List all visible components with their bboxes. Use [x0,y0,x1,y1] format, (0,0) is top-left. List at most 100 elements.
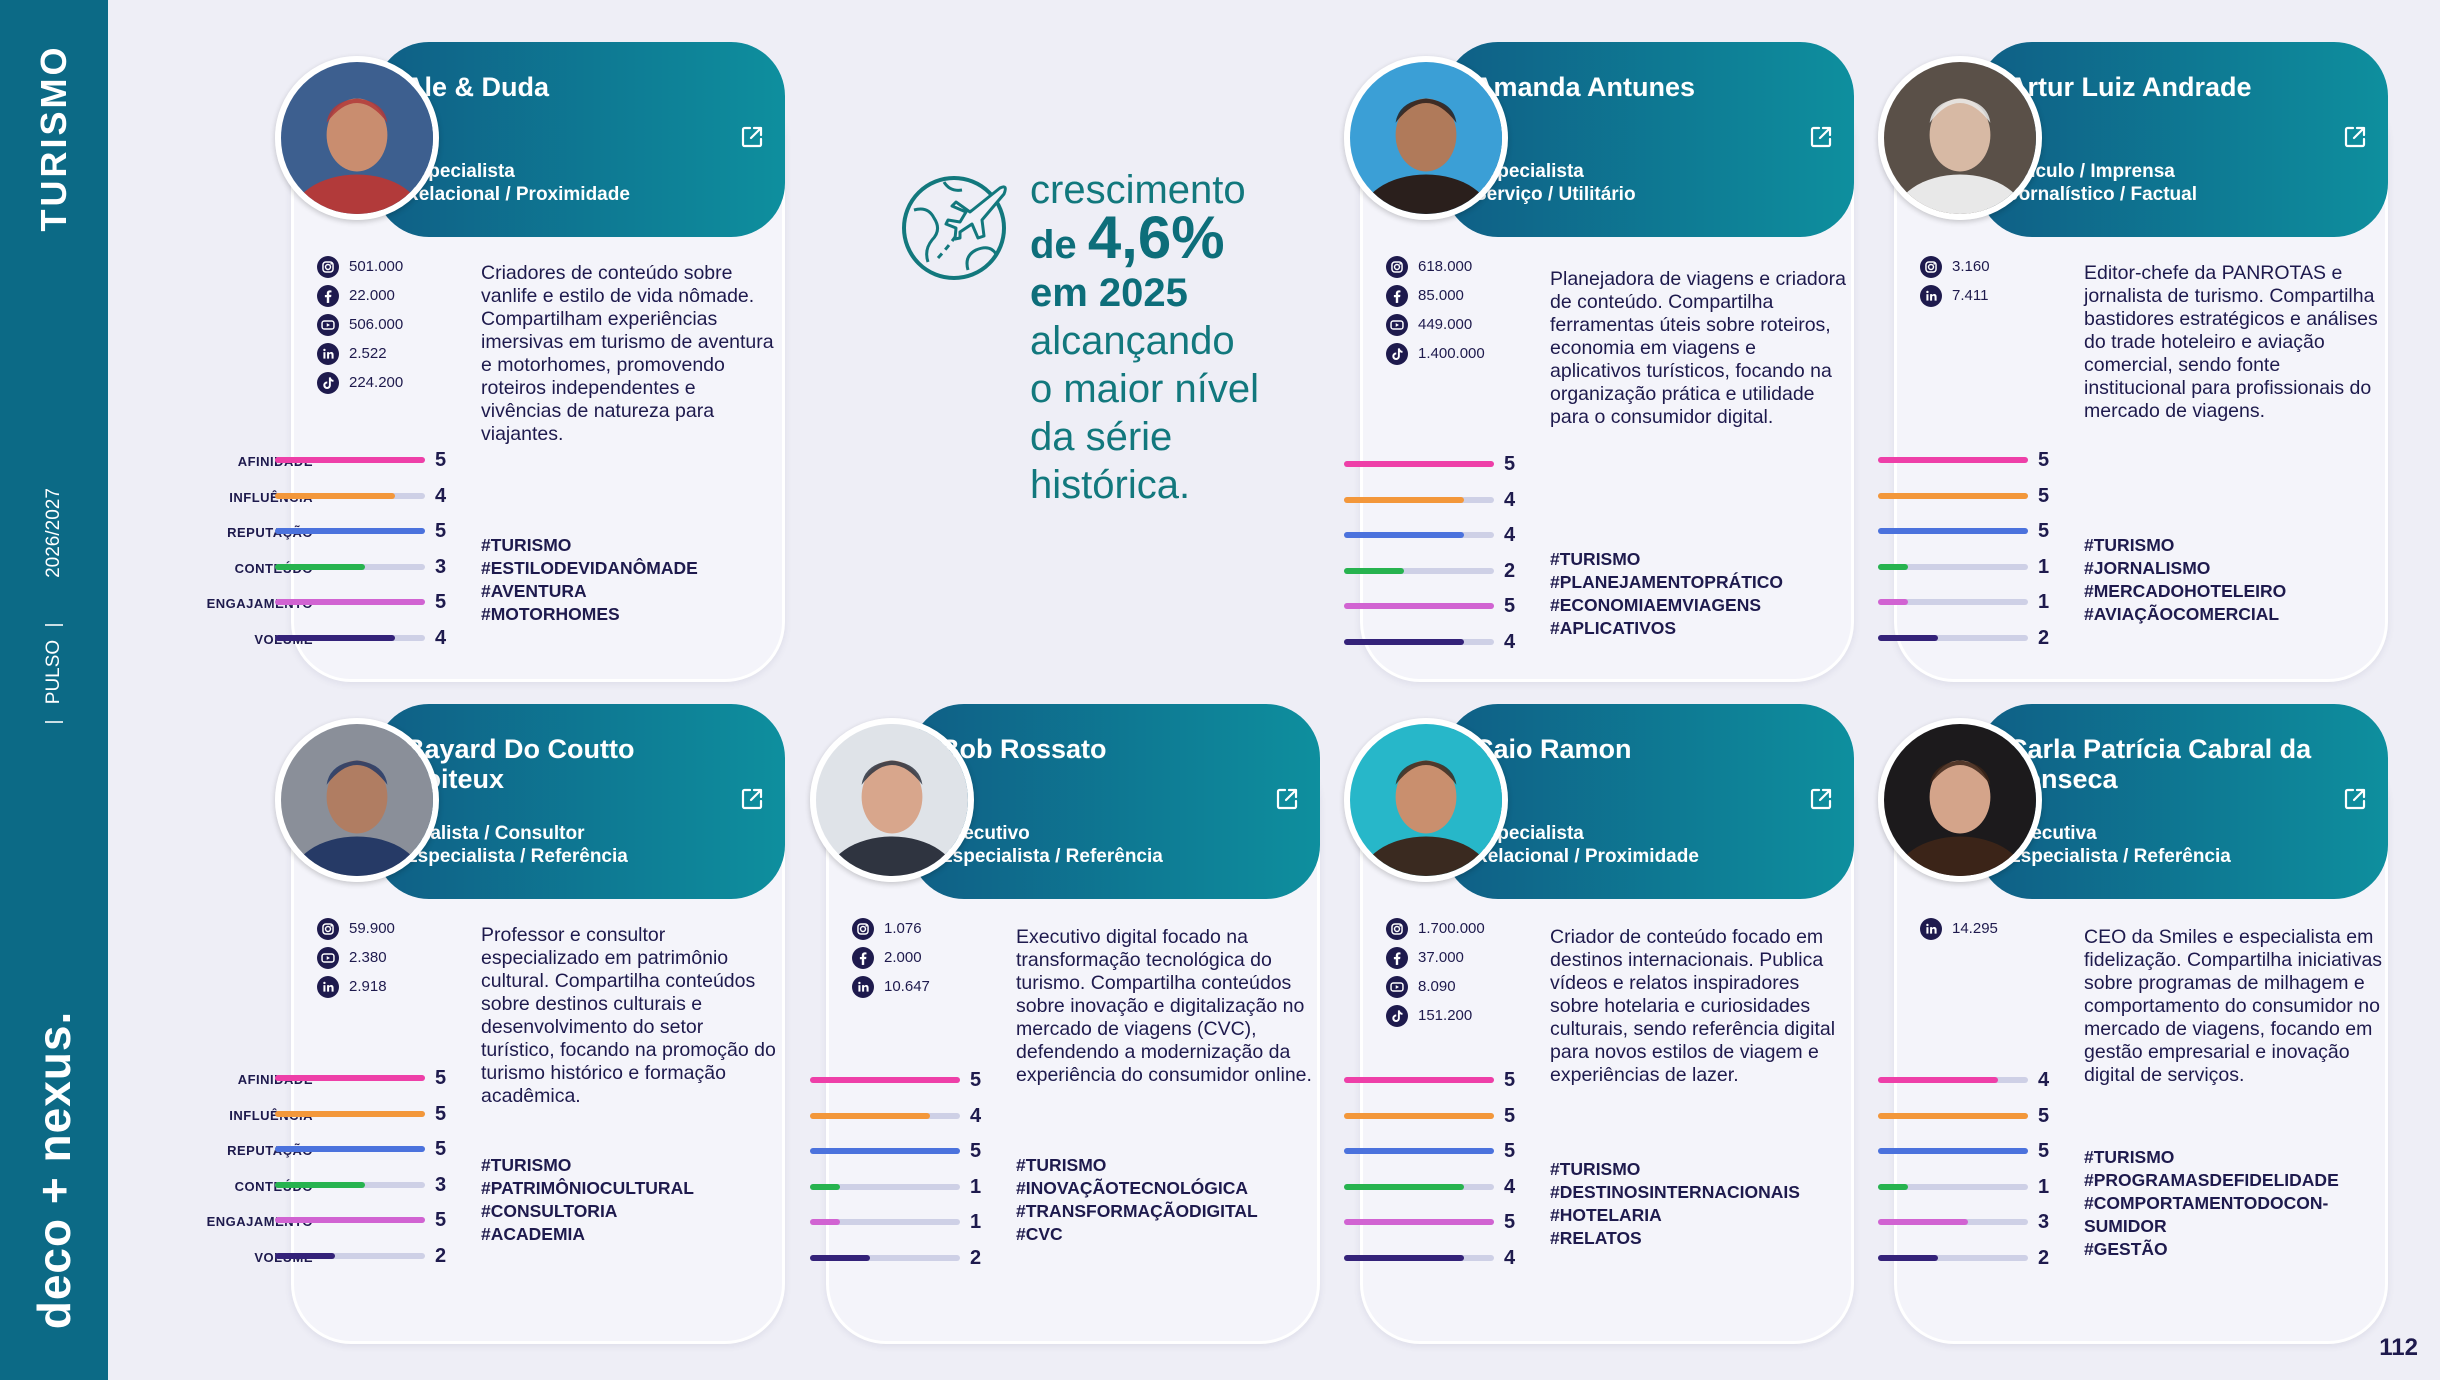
metric-row: 1 [810,1171,1000,1207]
metric-value: 3 [2038,1211,2050,1233]
social-stat: 449.000 [1386,310,1485,339]
metric-value: 5 [435,1209,447,1231]
hashtag: #MERCADOHOTELEIRO [2084,581,2287,601]
metric-row: 2 [1878,622,2068,658]
influencer-role: Executivo Especialista / Referência [940,822,1260,868]
social-stats: 14.295 [1920,914,1998,943]
metric-bar [810,1148,960,1154]
metric-row: 4 [1344,519,1534,555]
metric-list: AFINIDADE5INFLUÊNCIA4REPUTAÇÃO5CONTEÚDO3… [207,444,465,657]
metric-row: AFINIDADE5 [238,444,465,480]
social-stat: 2.380 [317,943,395,972]
metric-list: 5 4 4 2 5 4 [1344,448,1534,661]
metric-fill [1344,461,1494,467]
tiktok-icon [1386,1004,1418,1027]
linkedin-icon [1920,284,1952,307]
metric-value: 5 [2038,484,2050,507]
facebook-icon [852,946,884,969]
metric-row: CONTEÚDO 3 [235,551,465,587]
metric-fill [275,563,365,570]
social-stat: 506.000 [317,310,403,339]
metric-row: 2 [1878,1242,2068,1278]
influencer-name: Carla Patrícia Cabral da Fonseca [2008,734,2312,794]
social-stat: 1.400.000 [1386,339,1485,368]
hashtag: #JORNALISMO [2084,558,2211,578]
external-link-icon[interactable] [2342,124,2368,150]
metric-value: 2 [1504,559,1516,582]
metric-value: 2 [435,1244,447,1267]
metric-value: 5 [970,1140,982,1162]
role-line: Especialista / Referência [405,846,628,867]
metric-fill [275,1252,335,1259]
metric-fill [1344,603,1494,609]
metric-row: 4 [810,1100,1000,1136]
social-stats: 59.900 2.380 2.918 [317,914,395,1001]
metric-bar [275,1110,425,1117]
headline-line: o maior nível [1030,367,1259,411]
hashtag: #TURISMO [2084,535,2175,555]
metric-fill [275,1146,425,1152]
metric-value: 5 [435,449,447,471]
youtube-icon [1386,313,1418,336]
metric-value: 5 [435,1102,447,1125]
metric-bar [275,1075,425,1081]
metric-value: 1 [970,1175,982,1198]
external-link-icon[interactable] [2342,786,2368,812]
metric-value: 4 [1504,1175,1516,1198]
metric-fill [1344,532,1464,538]
follower-count: 3.160 [1952,258,1990,275]
metric-value: 1 [2038,591,2050,613]
metric-value: 1 [2038,555,2050,578]
metric-value: 5 [2038,449,2050,471]
hashtag: #ESTILODEVIDANÔMADE [481,558,698,578]
card-header [375,42,785,237]
avatar [275,56,439,220]
external-link-icon[interactable] [1808,786,1834,812]
metric-row: INFLUÊNCIA 4 [229,480,465,516]
metric-row: 2 [1344,555,1534,591]
influencer-name: Bob Rossato [940,734,1107,764]
external-link-icon[interactable] [1274,786,1300,812]
follower-count: 224.200 [349,374,404,391]
follower-count: 8.090 [1418,978,1456,995]
metric-bar [1344,496,1494,503]
metric-bar [275,457,425,463]
metric-bar [1878,1077,2028,1083]
metric-row: 5 [1878,444,2068,480]
hashtag-list: #TURISMO #PATRIMÔNIOCULTURAL #CONSULTORIA #… [481,1154,781,1246]
external-link-icon[interactable] [739,124,765,150]
hashtag: #COMPORTAMENTODOCON- [2084,1193,2329,1213]
card-header [1444,42,1854,237]
metric-list: AFINIDADE5INFLUÊNCIA5REPUTAÇÃO5CONTEÚDO3… [207,1062,465,1275]
hashtag-list: #TURISMO #PROGRAMASDEFIDELIDADE #COMPORTAM… [2084,1146,2384,1261]
metric-fill [1878,634,1938,641]
follower-count: 10.647 [884,978,930,995]
metric-fill [275,634,395,641]
social-stat: 618.000 [1386,252,1485,281]
headline-line: alcançando [1030,319,1235,363]
metric-bar [810,1112,960,1119]
follower-count: 37.000 [1418,949,1464,966]
metric-fill [1878,599,1908,605]
metric-row: 5 [1878,1100,2068,1136]
metric-row: 3 [1878,1206,2068,1242]
hashtag: SUMIDOR [2084,1216,2167,1236]
hashtag: #ECONOMIAEMVIAGENS [1550,595,1761,615]
influencer-card: Bayard Do Coutto Boiteux Analista / Consu… [207,704,785,1344]
metric-row: ENGAJAMENTO 5 [207,1204,465,1240]
card-header [375,704,785,899]
metric-fill [275,1110,425,1117]
brand-logo: deco + nexus. [28,1010,80,1330]
hashtag: #TURISMO [1550,549,1641,569]
influencer-card: Caio Ramon Especialista Relacional / Proxi… [1344,704,1854,1344]
metric-fill [1344,1254,1464,1261]
linkedin-icon [1920,917,1952,940]
metric-value: 5 [1504,1104,1516,1127]
hashtag-list: #TURISMO #PLANEJAMENTOPRÁTICO #ECONOMIAEMV… [1550,548,1850,640]
external-link-icon[interactable] [1808,124,1834,150]
external-link-icon[interactable] [739,786,765,812]
metric-value: 3 [435,1173,447,1196]
metric-row: 4 [1344,484,1534,520]
role-line: Analista / Consultor [405,823,585,844]
hashtag: #ACADEMIA [481,1224,586,1244]
